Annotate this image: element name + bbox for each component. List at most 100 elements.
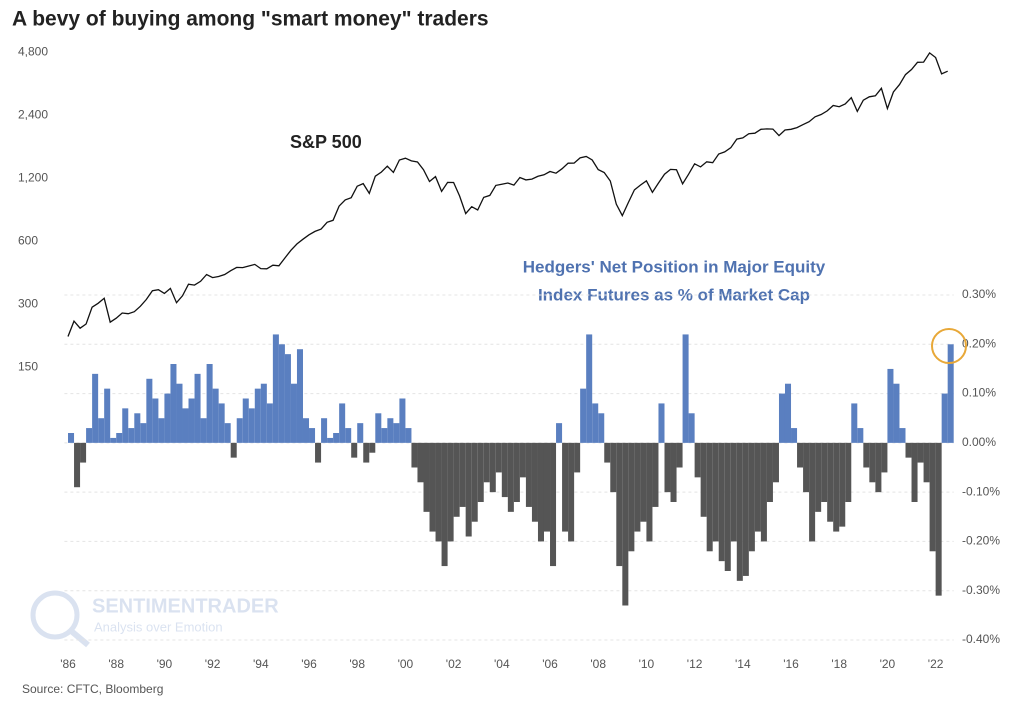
y2-tick-label: -0.10% xyxy=(962,484,1000,498)
bar xyxy=(664,442,671,493)
bar xyxy=(104,388,111,443)
bar xyxy=(893,383,900,443)
bar xyxy=(507,442,514,512)
bar xyxy=(592,403,599,443)
bar xyxy=(550,442,557,567)
x-tick-label: '96 xyxy=(301,657,317,671)
y2-tick-label: 0.20% xyxy=(962,336,996,350)
x-tick-label: '00 xyxy=(398,657,414,671)
bar xyxy=(760,442,767,542)
bar xyxy=(435,442,442,542)
bar xyxy=(736,442,743,581)
bar xyxy=(86,428,93,443)
bar xyxy=(74,442,81,488)
bar xyxy=(791,428,798,443)
bar xyxy=(152,398,159,443)
bar xyxy=(881,442,888,473)
bar xyxy=(134,413,141,443)
bar xyxy=(682,334,689,443)
bar xyxy=(525,442,532,507)
bar xyxy=(911,442,918,502)
highlight-circle xyxy=(931,328,967,364)
bar xyxy=(278,344,285,443)
bar xyxy=(110,437,117,443)
bar xyxy=(766,442,773,502)
bar xyxy=(658,403,665,443)
bar xyxy=(465,442,472,537)
bar xyxy=(857,428,864,443)
source: Source: CFTC, Bloomberg xyxy=(22,682,163,696)
bar xyxy=(176,383,183,443)
bar xyxy=(905,442,912,458)
bar xyxy=(688,413,695,443)
bar xyxy=(562,442,569,532)
bar xyxy=(929,442,936,552)
bar xyxy=(80,442,87,463)
bar xyxy=(827,442,834,522)
bar xyxy=(833,442,840,532)
bar xyxy=(676,442,683,468)
bar xyxy=(604,442,611,463)
bar xyxy=(598,413,605,443)
bar xyxy=(375,413,382,443)
x-tick-label: '86 xyxy=(60,657,76,671)
y-tick-label: 600 xyxy=(18,234,38,248)
watermark-logo xyxy=(30,590,80,640)
bar xyxy=(501,442,508,498)
bar xyxy=(345,428,352,443)
bar xyxy=(700,442,707,517)
x-tick-label: '08 xyxy=(590,657,606,671)
bar xyxy=(483,442,490,483)
bar xyxy=(616,442,623,567)
bar xyxy=(92,373,99,443)
bar xyxy=(887,368,894,443)
bar xyxy=(296,349,303,443)
bar xyxy=(809,442,816,542)
annotation: S&P 500 xyxy=(290,132,362,152)
bar xyxy=(284,354,291,443)
bar xyxy=(543,442,551,532)
bar xyxy=(803,442,810,493)
bar xyxy=(351,442,358,458)
watermark-logo xyxy=(68,627,90,648)
bar xyxy=(399,398,406,443)
bar xyxy=(224,423,231,443)
x-tick-label: '14 xyxy=(735,657,751,671)
bar xyxy=(586,334,593,443)
bar xyxy=(128,428,135,443)
y-tick-label: 300 xyxy=(18,297,38,311)
bar xyxy=(290,383,297,443)
bar xyxy=(941,393,948,443)
bar xyxy=(519,442,526,478)
bar xyxy=(784,383,792,443)
bar xyxy=(851,403,858,443)
bar xyxy=(778,393,785,443)
y-tick-label: 1,200 xyxy=(18,171,48,185)
x-tick-label: '90 xyxy=(157,657,173,671)
watermark-text: Analysis over Emotion xyxy=(94,619,223,634)
bar xyxy=(537,442,544,542)
bar xyxy=(260,383,267,443)
x-tick-label: '16 xyxy=(783,657,799,671)
bar xyxy=(315,442,322,463)
bar xyxy=(393,423,400,443)
y2-tick-label: 0.00% xyxy=(962,435,996,449)
y2-tick-label: -0.40% xyxy=(962,632,1000,646)
bar xyxy=(513,442,520,502)
bar xyxy=(580,388,587,443)
bar xyxy=(387,418,394,443)
x-tick-label: '98 xyxy=(349,657,365,671)
bar xyxy=(200,418,207,443)
bar xyxy=(574,442,581,473)
bar xyxy=(947,344,954,443)
bar xyxy=(797,442,804,468)
bar xyxy=(742,442,749,576)
bar xyxy=(447,442,454,542)
bar xyxy=(327,437,334,443)
bar xyxy=(772,442,779,483)
bar xyxy=(309,428,316,443)
bar xyxy=(164,393,171,443)
bar xyxy=(230,442,237,458)
bar xyxy=(531,442,538,522)
